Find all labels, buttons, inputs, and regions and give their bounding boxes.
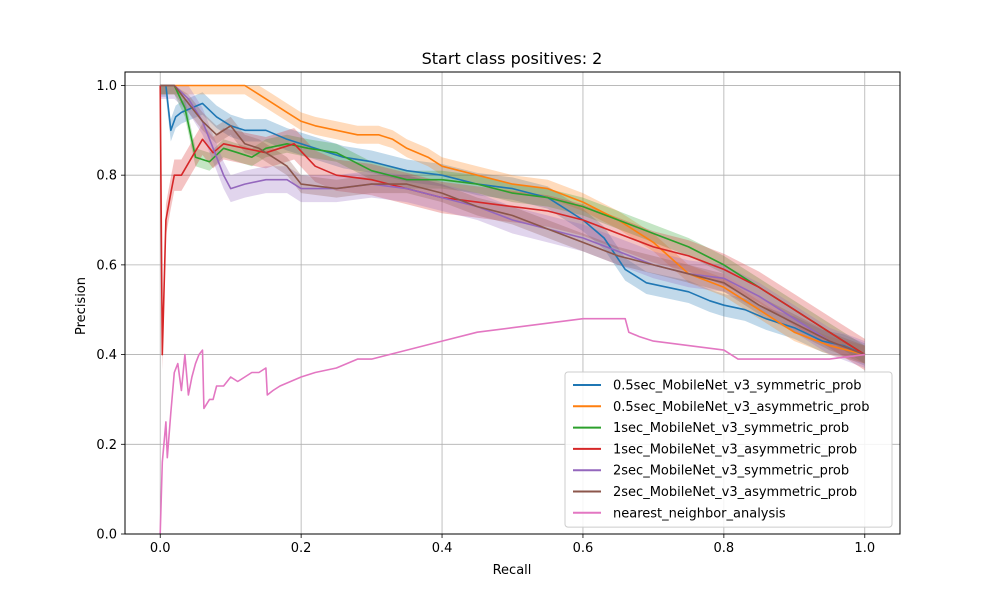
y-tick-label: 1.0 [96,79,117,94]
band-2sec-mobilenet-v3-symmetric-prob [160,85,865,368]
series-line-nearest-neighbor-analysis [159,317,865,535]
y-tick-label: 0.8 [96,169,117,184]
series-line-1sec-mobilenet-v3-symmetric-prob [160,84,866,356]
legend-label: 0.5sec_MobileNet_v3_symmetric_prob [613,379,862,394]
legend-frame [564,371,893,528]
x-tick-label: 0.0 [150,541,171,556]
series-line-2sec-mobilenet-v3-asymmetric-prob [160,84,866,356]
legend: 0.5sec_MobileNet_v3_symmetric_prob 0.5sec… [564,371,893,528]
x-tick-label: 0.6 [573,541,594,556]
legend-label: 2sec_MobileNet_v3_symmetric_prob [613,464,849,479]
x-tick-label: 0.2 [291,541,312,556]
x-tick-label: 0.8 [714,541,735,556]
series-line-2sec-mobilenet-v3-symmetric-prob [160,84,866,356]
y-tick-label: 0.2 [96,438,117,453]
plot-area-frame [124,71,901,535]
legend-label: 0.5sec_MobileNet_v3_asymmetric_prob [613,400,870,415]
y-axis-label: Precision [74,277,89,335]
legend-label: 2sec_MobileNet_v3_asymmetric_prob [613,485,857,500]
series-lines [159,84,866,535]
legend-label: nearest_neighbor_analysis [613,506,786,521]
band-0-5sec-mobilenet-v3-asymmetric-prob [160,85,865,364]
x-tick-label: 0.4 [432,541,453,556]
series-line-1sec-mobilenet-v3-asymmetric-prob [159,85,866,356]
series-line-0-5sec-mobilenet-v3-symmetric-prob [160,84,866,356]
legend-label: 1sec_MobileNet_v3_asymmetric_prob [613,442,857,457]
y-tick-label: 0.4 [96,348,117,363]
y-tick-label: 0.0 [96,528,117,543]
chart-title: Start class positives: 2 [422,49,603,68]
y-tick-label: 0.6 [96,258,117,273]
x-tick-label: 1.0 [854,541,875,556]
x-axis-label: Recall [493,563,532,578]
axis-ticks: 0.0 0.2 0.4 0.6 0.8 1.0 0.0 0.2 0.4 0.6 0.8 1.0 [96,79,875,556]
legend-label: 1sec_MobileNet_v3_symmetric_prob [613,421,849,436]
